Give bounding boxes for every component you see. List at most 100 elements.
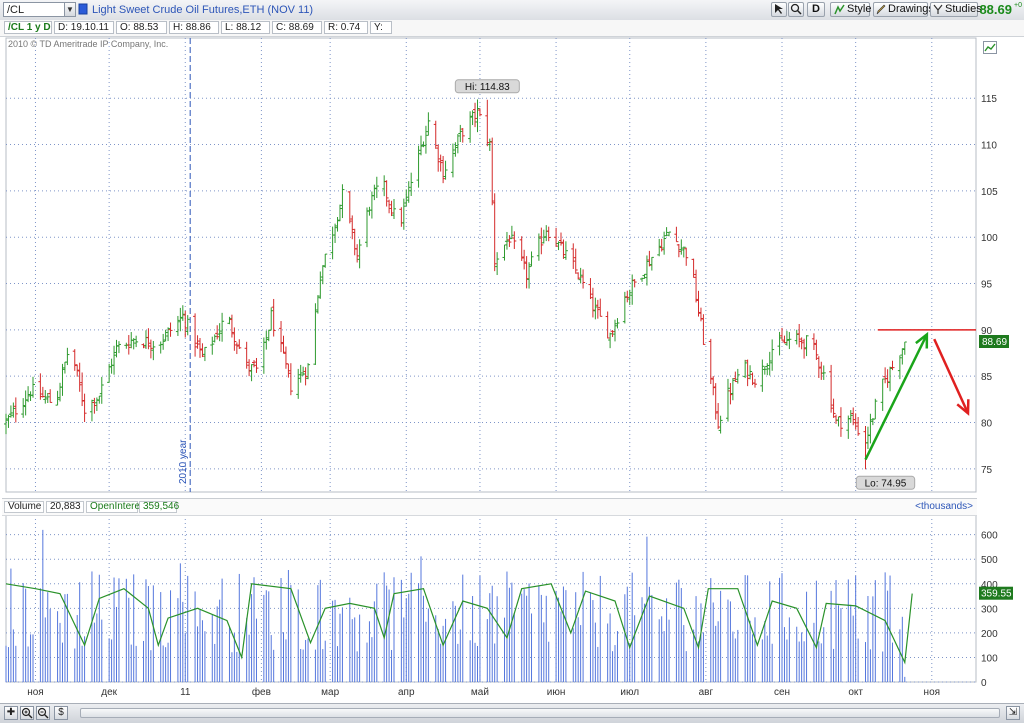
link-icon[interactable]: [78, 3, 88, 15]
expand-icon[interactable]: ⇲: [1006, 706, 1020, 720]
ohlc-bar: [885, 369, 890, 388]
range-readout: R: 0.74: [324, 21, 368, 34]
ohlc-bar: [804, 335, 809, 357]
style-icon: [834, 4, 845, 15]
ohlc-bar: [252, 360, 257, 368]
ohlc-bar: [632, 279, 637, 288]
ohlc-bar: [399, 207, 404, 227]
ohlc-bar: [573, 248, 578, 274]
ohlc-bar: [21, 398, 26, 418]
ohlc-bar: [610, 330, 615, 337]
ohlc-bar: [313, 303, 318, 365]
ohlc-bar: [146, 328, 151, 350]
ohlc-bar: [99, 376, 104, 404]
chart-period-label[interactable]: /CL 1 y D: [4, 21, 52, 34]
price-tick-label: 110: [981, 141, 997, 152]
ohlc-bar: [642, 273, 647, 279]
month-label: 11: [180, 687, 191, 698]
ohlc-bar: [851, 407, 856, 426]
ohlc-bar: [8, 405, 13, 418]
ohlc-bar: [649, 256, 654, 271]
ohlc-bar: [406, 181, 411, 203]
zoom-in-button[interactable]: [20, 706, 34, 720]
copyright-text: 2010 © TD Ameritrade IP Company, Inc.: [8, 39, 168, 49]
open-interest-label: OpenInterest: [86, 501, 148, 513]
price-change: +0: [1014, 2, 1022, 9]
high-readout: H: 88.86: [169, 21, 219, 34]
price-tick-label: 90: [981, 326, 993, 337]
period-button[interactable]: D: [807, 2, 825, 17]
symbol-dropdown-button[interactable]: ▼: [64, 2, 76, 17]
drawings-button[interactable]: Drawings: [873, 2, 934, 17]
month-label: апр: [398, 687, 415, 698]
zoom-in-icon: [21, 707, 33, 719]
ohlc-bar: [627, 289, 632, 306]
chart-settings-icon[interactable]: [983, 41, 997, 54]
time-scrollbar[interactable]: [80, 708, 1000, 718]
ohlc-bar: [131, 338, 136, 350]
currency-button[interactable]: $: [54, 706, 68, 720]
ohlc-bar: [752, 378, 757, 388]
ohlc-bar: [811, 333, 816, 351]
ohlc-bar: [335, 216, 340, 232]
ohlc-bar: [504, 231, 509, 250]
ohlc-bar: [271, 298, 276, 337]
pan-tool-button[interactable]: ✚: [4, 706, 18, 720]
ohlc-bar: [198, 337, 202, 358]
symbol-input[interactable]: /CL: [3, 2, 75, 17]
zoom-tool-button[interactable]: [788, 2, 804, 17]
volume-label: Volume: [4, 501, 44, 513]
studies-button[interactable]: Studies: [930, 2, 982, 17]
style-button[interactable]: Style: [830, 2, 871, 17]
ohlc-bar: [116, 341, 121, 354]
volume-units-label: <thousands>: [915, 501, 973, 512]
ohlc-bar: [264, 330, 269, 350]
svg-text:Hi: 114.83: Hi: 114.83: [465, 82, 510, 93]
ohlc-bar: [141, 343, 146, 349]
month-label: ноя: [27, 687, 44, 698]
ohlc-bar: [247, 359, 252, 377]
ohlc-bar: [301, 366, 306, 376]
ohlc-bar: [389, 200, 394, 217]
ohlc-bar: [745, 359, 750, 387]
ohlc-bar: [441, 155, 446, 184]
volume-tick-label: 300: [981, 604, 998, 615]
ohlc-bar: [475, 99, 480, 133]
ohlc-bar: [450, 143, 455, 178]
ohlc-bar: [590, 287, 595, 318]
zoom-out-button[interactable]: [36, 706, 50, 720]
ohlc-bar: [890, 360, 895, 371]
ohlc-bar: [436, 144, 441, 172]
ohlc-bar: [613, 319, 618, 342]
ohlc-bar: [819, 361, 824, 380]
ohlc-bar: [374, 176, 379, 199]
ohlc-bar: [730, 378, 735, 401]
crosshair-tool-button[interactable]: [771, 2, 787, 17]
ohlc-bar: [6, 414, 11, 428]
ohlc-bar: [347, 191, 352, 224]
up-arrow-drawing[interactable]: [864, 331, 929, 461]
ohlc-bar: [337, 204, 342, 222]
ohlc-bar: [681, 246, 686, 258]
ohlc-bar: [220, 312, 225, 342]
ohlc-bar: [11, 402, 16, 418]
ohlc-bar: [554, 227, 559, 247]
ohlc-bar: [210, 336, 215, 355]
ohlc-bar: [576, 272, 581, 280]
svg-text:88.69: 88.69: [982, 337, 1007, 348]
drawings-label: Drawings: [888, 3, 934, 15]
ohlc-bar: [581, 269, 586, 289]
ohlc-bar: [563, 241, 568, 260]
down-arrow-drawing[interactable]: [933, 338, 970, 416]
ohlc-bar: [404, 189, 409, 207]
ohlc-bar: [897, 355, 902, 380]
ohlc-bar: [254, 357, 259, 373]
ohlc-bar: [232, 327, 237, 351]
ohlc-bar: [674, 226, 679, 243]
ohlc-bar: [193, 313, 198, 357]
ohlc-bar: [40, 386, 45, 398]
ohlc-bar: [522, 249, 527, 270]
ohlc-bar: [529, 251, 534, 267]
ohlc-bar: [443, 160, 448, 180]
